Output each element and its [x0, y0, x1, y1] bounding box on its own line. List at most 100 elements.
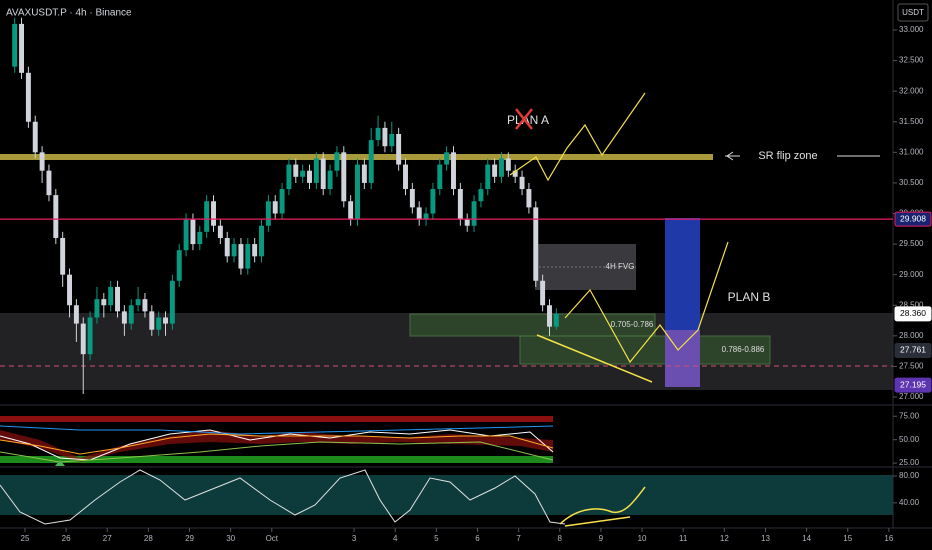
candle-body: [519, 176, 525, 190]
price-label: 27.761: [900, 345, 926, 355]
rsi-curve: [559, 486, 646, 525]
candle-body: [403, 164, 408, 190]
candle-body: [540, 280, 546, 306]
candle-body: [94, 299, 100, 318]
y-tick-label: 30.500: [899, 178, 924, 187]
indicator-tick-label: 75.00: [899, 411, 920, 420]
price-label-box: [894, 342, 932, 358]
candle-body: [224, 237, 230, 257]
price-label: 29.908: [900, 213, 926, 223]
candle-body: [341, 152, 347, 202]
x-tick-label: 6: [475, 534, 480, 543]
x-tick-label: 4: [393, 534, 398, 543]
y-tick-label: 28.000: [899, 331, 924, 340]
candle-body: [101, 299, 107, 306]
candle-body: [533, 207, 539, 281]
x-tick-label: 14: [802, 534, 811, 543]
ob-band: [0, 416, 553, 422]
candle-body: [53, 195, 59, 238]
candle-body: [382, 127, 388, 147]
x-tick-label: 30: [226, 534, 235, 543]
y-tick-label: 32.500: [899, 56, 924, 65]
price-label-box: [894, 377, 932, 393]
candle-body: [286, 164, 292, 190]
plan-b-path: [564, 241, 729, 364]
candle-body: [327, 170, 333, 190]
candle-body: [334, 152, 340, 171]
signal-marker: [55, 460, 65, 466]
y-tick-label: 29.500: [899, 239, 924, 248]
fvg-label: 4H FVG: [606, 262, 635, 271]
candle-body: [169, 280, 175, 324]
os-band: [0, 456, 553, 463]
candle-body: [451, 152, 456, 190]
candle-body: [389, 133, 395, 147]
candle-body: [252, 244, 258, 257]
candle-body: [457, 189, 463, 220]
candle-body: [492, 164, 498, 177]
candle-body: [108, 286, 114, 306]
candle-body: [416, 207, 422, 220]
x-tick-label: 25: [21, 534, 30, 543]
candle-body: [211, 201, 216, 226]
candle-body: [464, 219, 470, 226]
candle-body: [485, 164, 491, 190]
candle-body: [526, 189, 532, 208]
arrow-tip: [726, 151, 734, 161]
chart-title: AVAXUSDT.P · 4h · Binance: [6, 8, 132, 19]
candle-body: [149, 311, 155, 330]
y-tick-label: 29.000: [899, 270, 924, 279]
x-tick-label: 29: [185, 534, 194, 543]
x-tick-label: 11: [679, 534, 688, 543]
candle-body: [272, 201, 278, 214]
candle-body: [375, 127, 381, 141]
candles: [12, 17, 559, 394]
candle-body: [135, 299, 141, 306]
x-tick-label: Oct: [266, 534, 279, 543]
candle-body: [409, 189, 415, 208]
candle-body: [355, 164, 360, 220]
candle-body: [293, 164, 299, 177]
x-tick-label: 8: [558, 534, 563, 543]
y-tick-label: 27.500: [899, 362, 924, 371]
divergence-line: [536, 334, 653, 383]
candle-body: [437, 164, 443, 190]
candle-body: [176, 250, 182, 281]
candle-body: [163, 317, 168, 324]
indicator-tick-label: 50.00: [899, 435, 920, 444]
x-tick-label: 15: [843, 534, 852, 543]
y-tick-label: 31.000: [899, 147, 924, 156]
osc-slow: [0, 425, 554, 435]
cross: [515, 108, 533, 130]
plan-a-label: PLAN A: [507, 113, 549, 127]
fib-zone-2: [519, 335, 771, 365]
candle-body: [183, 219, 189, 251]
x-tick-label: 3: [352, 534, 357, 543]
candle-body: [471, 201, 477, 226]
candle-body: [320, 158, 326, 190]
candle-body: [87, 317, 93, 355]
candle-body: [19, 23, 24, 73]
x-tick-label: 12: [720, 534, 729, 543]
x-tick-label: 26: [62, 534, 71, 543]
currency-box: [897, 3, 929, 22]
rsi-divergence: [564, 516, 631, 527]
candle-body: [396, 133, 402, 165]
candle-body: [279, 189, 285, 214]
candle-body: [512, 170, 518, 177]
x-tick-label: 27: [103, 534, 112, 543]
candle-body: [190, 219, 196, 245]
candle-body: [46, 170, 52, 196]
osc-line: [0, 429, 554, 461]
candle-body: [307, 170, 312, 183]
x-tick-label: 10: [638, 534, 647, 543]
candle-body: [39, 152, 45, 171]
candle-body: [313, 158, 319, 183]
indicator-tick-label: 80.00: [899, 471, 920, 480]
candle-body: [348, 201, 354, 220]
indicator-tick-label: 40.00: [899, 498, 920, 507]
candle-body: [259, 225, 264, 257]
candle-body: [217, 225, 223, 238]
candle-body: [505, 158, 511, 171]
